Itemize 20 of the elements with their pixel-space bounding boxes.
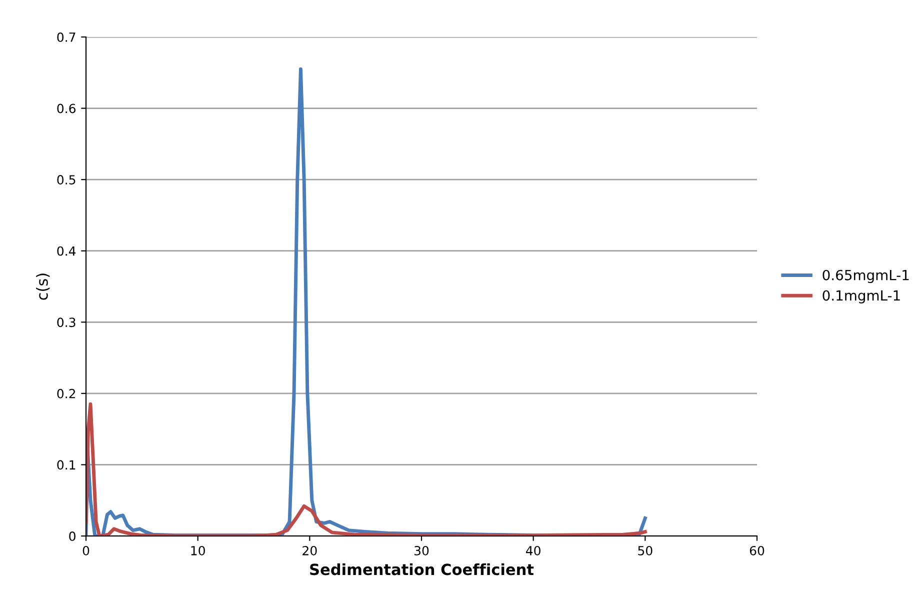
- y-tick-label: 0.2: [57, 388, 76, 398]
- x-tick-label: 10: [191, 546, 205, 556]
- y-axis-title: c(s): [36, 274, 50, 300]
- y-tick-label: 0: [69, 531, 76, 541]
- line-series: [86, 402, 647, 536]
- legend-label: 0.65mgmL-1: [822, 270, 909, 284]
- y-tick-label: 0.7: [57, 32, 76, 42]
- x-tick-label: 50: [638, 546, 652, 556]
- x-tick-label: 40: [526, 546, 540, 556]
- y-tick-label: 0.1: [57, 460, 76, 470]
- y-tick-label: 0.4: [57, 246, 76, 256]
- y-tick-label: 0.5: [57, 175, 76, 184]
- x-tick-label: 60: [750, 546, 764, 556]
- x-axis-title: Sedimentation Coefficient: [310, 563, 534, 576]
- x-tick-label: 30: [414, 546, 429, 556]
- legend-label: 0.1mgmL-1: [822, 290, 900, 304]
- x-tick-label: 0: [82, 546, 90, 556]
- y-tick-label: 0.3: [57, 318, 76, 328]
- y-tick-label: 0.6: [57, 104, 76, 114]
- x-tick-label: 20: [302, 546, 317, 556]
